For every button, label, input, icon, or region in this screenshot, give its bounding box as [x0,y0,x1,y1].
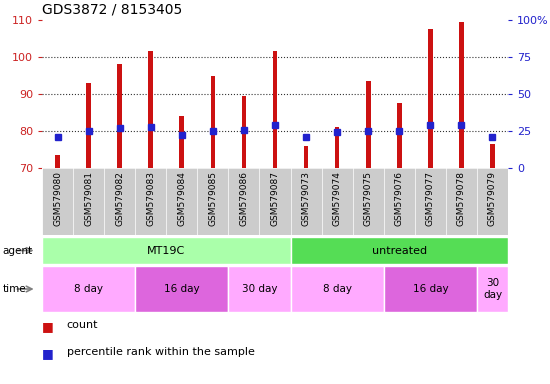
Bar [42,237,290,264]
Text: GSM579073: GSM579073 [301,171,311,226]
Bar [55,155,60,168]
Text: 8 day: 8 day [323,284,351,294]
Text: 16 day: 16 day [164,284,200,294]
Text: time: time [3,284,26,294]
Bar [228,266,290,312]
Text: 30
day: 30 day [483,278,502,300]
Text: MT19C: MT19C [147,245,185,255]
Text: GSM579080: GSM579080 [53,171,62,226]
Bar [42,266,135,312]
Bar [304,146,309,168]
Text: GSM579075: GSM579075 [364,171,373,226]
Bar [179,116,184,168]
Text: 8 day: 8 day [74,284,103,294]
Text: 16 day: 16 day [412,284,448,294]
Text: GSM579084: GSM579084 [177,171,186,226]
Text: GSM579086: GSM579086 [239,171,249,226]
Bar [366,81,371,168]
Text: GDS3872 / 8153405: GDS3872 / 8153405 [42,2,182,16]
Bar [335,127,339,168]
Text: GSM579082: GSM579082 [115,171,124,226]
Text: GSM579074: GSM579074 [333,171,342,226]
Bar [290,266,384,312]
Bar [459,22,464,168]
Text: GSM579081: GSM579081 [84,171,93,226]
Text: count: count [67,320,98,330]
Text: untreated: untreated [372,245,427,255]
Bar [117,65,122,168]
Bar [428,29,433,168]
Bar [241,96,246,168]
Text: GSM579078: GSM579078 [457,171,466,226]
Bar [290,237,508,264]
Bar [490,144,495,168]
Bar [397,103,401,168]
Text: GSM579076: GSM579076 [395,171,404,226]
Text: percentile rank within the sample: percentile rank within the sample [67,347,255,357]
Bar [477,266,508,312]
Text: GSM579087: GSM579087 [271,171,279,226]
Text: GSM579085: GSM579085 [208,171,217,226]
Text: GSM579077: GSM579077 [426,171,435,226]
Text: 30 day: 30 day [241,284,277,294]
Text: ■: ■ [42,347,54,360]
Text: GSM579079: GSM579079 [488,171,497,226]
Bar [211,76,215,168]
Bar [273,51,277,168]
Text: ■: ■ [42,320,54,333]
Bar [135,266,228,312]
Bar [86,83,91,168]
Text: agent: agent [3,245,33,255]
Bar [148,51,153,168]
Bar [384,266,477,312]
Text: GSM579083: GSM579083 [146,171,155,226]
